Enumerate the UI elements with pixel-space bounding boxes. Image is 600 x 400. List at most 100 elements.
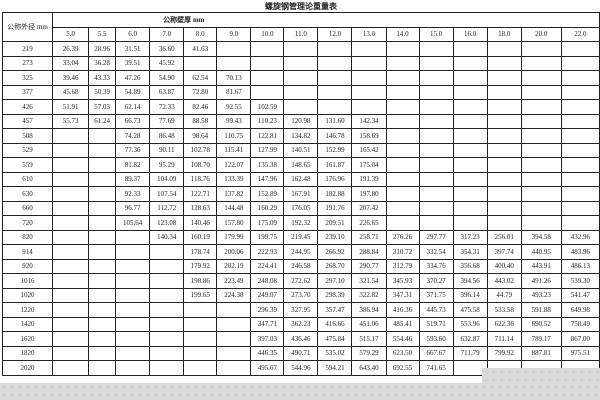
weight-cell: 167.91 [283,186,319,202]
outer-diameter-cell: 1020 [1,287,54,303]
thickness-header-cell: 10.0 [250,26,285,42]
weight-cell [385,128,420,144]
weight-cell: 89.37 [115,171,151,187]
weight-cell: 45.92 [149,55,185,71]
weight-cell [418,55,454,71]
weight-cell: 667.67 [418,345,454,361]
weight-cell [52,302,90,318]
weight-cell: 107.54 [149,186,185,202]
weight-cell [418,200,454,216]
image-placeholder-overlay [0,383,600,400]
weight-cell: 312.79 [385,258,420,274]
weight-cell [216,302,252,318]
weight-cell: 515.17 [351,331,387,347]
weight-cell: 122.07 [216,157,252,173]
weight-cell: 622.36 [486,316,522,332]
weight-cell: 96.77 [115,200,151,216]
weight-cell [317,41,353,57]
table-row: 610 89.37 104.09 118.76 133.39 147.96 162.48 17… [1,171,600,187]
weight-cell: 192.32 [283,215,319,231]
weight-cell [88,287,117,303]
outer-diameter-cell: 1820 [1,345,54,361]
weight-cell [250,84,285,100]
table-row: 529 77.36 90.11 102.78 115.41 127.99 140.51 152… [1,142,600,158]
weight-cell [183,331,218,347]
weight-cell: 123.08 [149,215,185,231]
weight-cell [418,186,454,202]
weight-cell: 36.28 [88,55,117,71]
weight-cell: 86.48 [149,128,185,144]
weight-cell: 272.62 [283,273,319,289]
weight-cell: 72.80 [183,84,218,100]
weight-cell [452,186,488,202]
weight-cell: 347.71 [250,316,285,332]
outer-diameter-cell: 914 [1,244,54,260]
weight-cell: 692.55 [385,360,420,376]
weight-cell: 356.68 [452,258,488,274]
weight-cell: 110.75 [216,128,252,144]
weight-cell: 493.23 [520,287,562,303]
weight-cell [183,55,218,71]
weight-cell [52,215,90,231]
weight-cell: 397.74 [486,244,522,260]
weight-cell: 161.87 [317,157,353,173]
thickness-header-cell: 11.0 [283,26,319,42]
weight-cell [149,273,185,289]
weight-cell [283,41,319,57]
weight-cell [560,113,600,129]
table-row: 219 26.39 28.96 31.51 36.60 41.63 [1,41,600,57]
weight-cell: 70.13 [216,70,252,86]
weight-cell [88,200,117,216]
weight-cell: 386.94 [351,302,387,318]
weight-cell: 741.65 [418,360,454,376]
weight-cell: 432.96 [560,229,600,245]
weight-cell [183,316,218,332]
weight-cell: 134.82 [283,128,319,144]
weight-cell: 758.49 [560,316,600,332]
weight-cell [486,55,522,71]
weight-cell: 105.64 [115,215,151,231]
weight-cell [560,157,600,173]
weight-cell [560,55,600,71]
weight-cell: 371.75 [418,287,454,303]
weight-cell: 310.72 [385,244,420,260]
weight-cell: 290.77 [351,258,387,274]
weight-cell [486,142,522,158]
outer-diameter-cell: 660 [1,200,54,216]
weight-cell: 137.82 [216,186,252,202]
weight-cell: 39.51 [115,55,151,71]
outer-diameter-cell: 1620 [1,331,54,347]
weight-cell: 443.02 [486,273,522,289]
weight-cell: 222.93 [250,244,285,260]
weight-cell: 594.21 [317,360,353,376]
weight-cell: 632.87 [452,331,488,347]
outer-diameter-cell: 720 [1,215,54,231]
weight-cell [115,302,151,318]
weight-cell: 539.30 [560,273,600,289]
weight-cell [452,84,488,100]
thickness-header-cell: 5.5 [88,26,117,42]
outer-diameter-cell: 630 [1,186,54,202]
weight-cell [560,41,600,57]
weight-cell [351,41,387,57]
weight-cell: 146.78 [317,128,353,144]
weight-cell [88,142,117,158]
weight-cell [149,360,185,376]
weight-cell [560,200,600,216]
weight-cell: 554.46 [385,331,420,347]
weight-cell: 191.39 [351,171,387,187]
weight-cell [418,128,454,144]
weight-cell: 486.13 [560,258,600,274]
weight-cell: 140.34 [149,229,185,245]
weight-cell [351,70,387,86]
weight-cell: 95.29 [149,157,185,173]
weight-cell: 152.99 [317,142,353,158]
outer-diameter-header: 公称外径 mm [1,12,54,42]
weight-cell: 162.48 [283,171,319,187]
weight-cell [560,142,600,158]
weight-cell: 148.65 [283,157,319,173]
weight-cell: 88.58 [183,113,218,129]
weight-cell: 276.26 [385,229,420,245]
weight-cell: 296.39 [250,302,285,318]
outer-diameter-cell: 2020 [1,360,54,376]
